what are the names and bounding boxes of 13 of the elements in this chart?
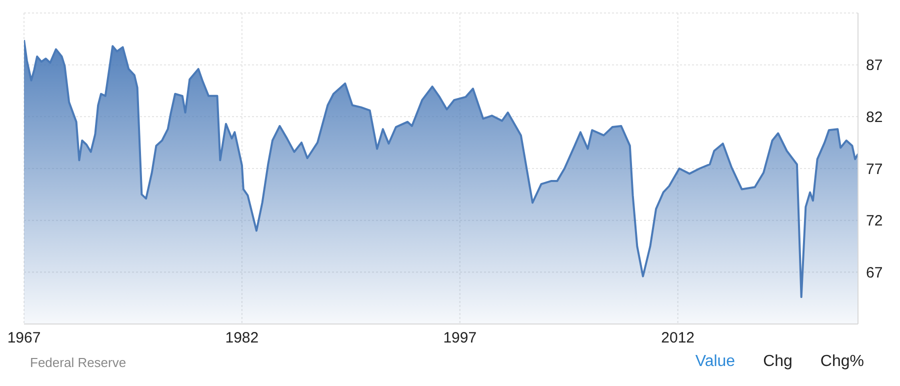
text: Chg% — [820, 353, 864, 371]
x-tick-label: 1967 — [7, 330, 41, 347]
x-tick-label: 1982 — [225, 330, 259, 347]
text: Value — [695, 353, 736, 371]
text: Chg — [763, 353, 792, 371]
y-tick-label: 72 — [866, 212, 883, 230]
x-tick-label: 1997 — [443, 330, 477, 347]
text: Federal Reserve — [30, 354, 126, 370]
y-tick-label: 77 — [866, 160, 883, 178]
y-tick-label: 82 — [866, 108, 883, 126]
x-tick-label: 2012 — [661, 330, 695, 347]
y-tick-label: 87 — [866, 57, 883, 74]
y-tick-label: 67 — [866, 264, 883, 282]
